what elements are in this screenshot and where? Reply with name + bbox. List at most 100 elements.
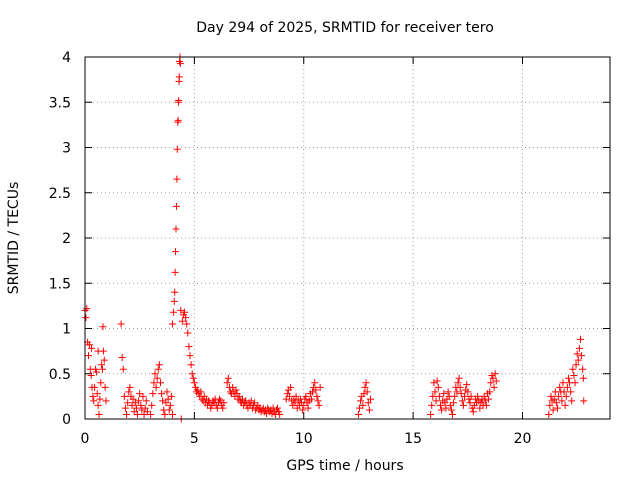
data-point: [555, 392, 563, 400]
data-point: [91, 383, 99, 391]
data-point: [96, 395, 104, 403]
data-point: [361, 383, 369, 391]
data-point: [570, 372, 578, 380]
data-point: [276, 410, 284, 418]
data-point: [194, 386, 202, 394]
data-point: [197, 388, 205, 396]
data-point: [567, 388, 575, 396]
data-point: [151, 370, 159, 378]
data-point: [561, 401, 569, 409]
data-point: [101, 383, 109, 391]
data-point: [117, 320, 125, 328]
data-point: [579, 374, 587, 382]
data-point: [431, 388, 439, 396]
data-point: [138, 406, 146, 414]
data-point: [181, 308, 189, 316]
data-point: [549, 406, 557, 414]
data-point: [185, 343, 193, 351]
data-point: [287, 383, 295, 391]
data-point: [93, 390, 101, 398]
data-point: [173, 145, 181, 153]
y-tick-label: 0: [62, 412, 71, 428]
y-tick-label: 1.5: [49, 276, 71, 292]
data-point: [313, 392, 321, 400]
data-point: [482, 401, 490, 409]
data-point: [88, 344, 96, 352]
data-point: [441, 399, 449, 407]
data-point: [461, 392, 469, 400]
data-point: [315, 401, 323, 409]
data-point: [92, 368, 100, 376]
data-point: [176, 59, 184, 67]
data-point: [223, 379, 231, 387]
data-point: [172, 202, 180, 210]
data-point: [312, 386, 320, 394]
data-point: [455, 374, 463, 382]
data-point: [131, 399, 139, 407]
data-point: [291, 399, 299, 407]
data-point: [274, 404, 281, 412]
data-point: [574, 356, 582, 364]
data-point: [171, 288, 179, 296]
data-point: [169, 320, 176, 328]
x-tick-label: 5: [190, 431, 199, 447]
data-point: [166, 401, 174, 409]
data-point: [89, 392, 97, 400]
data-point: [135, 397, 143, 405]
data-point: [444, 388, 452, 396]
x-tick-label: 10: [295, 431, 313, 447]
chart-title: Day 294 of 2025, SRMTID for receiver ter…: [196, 20, 494, 36]
data-point: [433, 377, 441, 385]
data-point: [82, 314, 90, 322]
data-point: [307, 395, 315, 403]
data-point: [464, 388, 472, 396]
data-point: [97, 379, 105, 387]
data-point: [120, 392, 128, 400]
data-point: [579, 365, 587, 373]
data-point: [481, 397, 489, 405]
data-point: [474, 392, 482, 400]
data-point: [167, 392, 175, 400]
data-point: [546, 401, 554, 409]
data-point: [451, 392, 459, 400]
data-point: [95, 410, 103, 418]
data-point: [141, 404, 149, 412]
y-tick-label: 2: [62, 231, 71, 247]
data-point: [436, 401, 444, 409]
data-point: [124, 399, 132, 407]
data-point: [85, 352, 92, 360]
data-point: [158, 390, 166, 398]
data-point: [216, 395, 224, 403]
data-point: [98, 361, 106, 369]
data-point: [491, 370, 499, 378]
data-point: [572, 361, 580, 369]
data-point: [362, 379, 370, 387]
data-point: [316, 383, 324, 391]
data-point: [365, 406, 373, 414]
data-point: [435, 392, 443, 400]
data-point: [142, 397, 150, 405]
data-points: [81, 53, 588, 423]
data-point: [187, 361, 195, 369]
x-axis-label: GPS time / hours: [286, 458, 403, 474]
data-point: [163, 388, 171, 396]
data-point: [304, 404, 312, 412]
data-point: [217, 397, 225, 405]
data-point: [161, 410, 169, 418]
plot-frame: [84, 56, 611, 420]
x-tick-label: 0: [81, 431, 90, 447]
data-point: [559, 379, 567, 387]
data-point: [173, 175, 181, 183]
data-point: [232, 386, 240, 394]
x-tick-label: 15: [404, 431, 422, 447]
data-point: [172, 248, 180, 256]
data-point: [85, 341, 93, 349]
data-point: [137, 401, 145, 409]
data-point: [434, 383, 442, 391]
data-point: [121, 404, 129, 412]
y-tick-label: 4: [62, 50, 71, 66]
data-point: [364, 399, 372, 407]
data-point: [299, 406, 307, 414]
data-point: [156, 379, 164, 387]
data-point: [430, 379, 438, 387]
